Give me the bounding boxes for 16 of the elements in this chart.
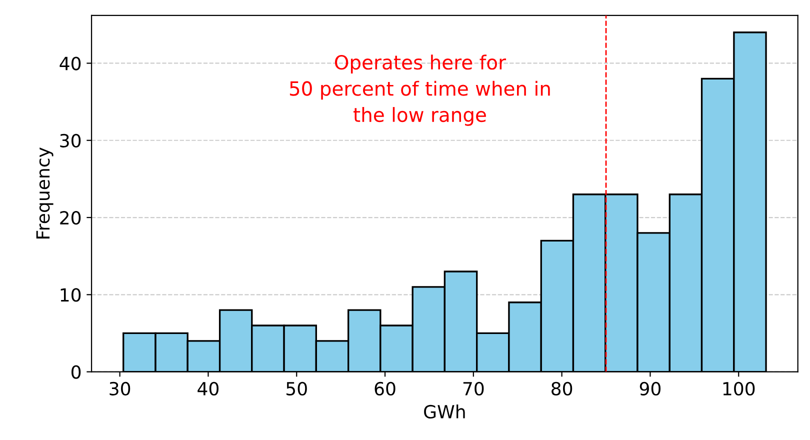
x-tick-label: 30 xyxy=(110,382,130,396)
annotation: Operates here for 50 percent of time when in the low range xyxy=(290,54,550,126)
y-axis-title: Frequency xyxy=(36,148,54,238)
x-tick-label: 90 xyxy=(640,382,661,396)
x-axis-title: GWh xyxy=(424,404,465,419)
y-tick-label: 10 xyxy=(60,288,81,302)
x-tick-label: 40 xyxy=(198,382,219,396)
y-tick-label: 20 xyxy=(60,210,81,225)
y-tick-label: 30 xyxy=(60,134,81,148)
y-tick-label: 40 xyxy=(60,56,81,70)
y-tick-label: 0 xyxy=(72,365,81,379)
x-tick-label: 100 xyxy=(723,382,755,396)
x-tick-label: 50 xyxy=(286,382,307,396)
x-tick-label: 70 xyxy=(463,382,484,396)
x-tick-label: 80 xyxy=(552,382,572,396)
x-tick-label: 60 xyxy=(374,382,396,396)
